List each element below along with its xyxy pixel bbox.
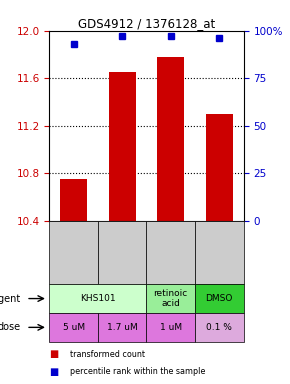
Bar bbox=[157, 57, 184, 221]
Text: 0.1 %: 0.1 % bbox=[206, 323, 232, 332]
Text: agent: agent bbox=[0, 293, 20, 304]
Text: percentile rank within the sample: percentile rank within the sample bbox=[70, 367, 205, 376]
Text: ■: ■ bbox=[49, 349, 59, 359]
Text: 1 uM: 1 uM bbox=[160, 323, 182, 332]
Text: KHS101: KHS101 bbox=[80, 294, 116, 303]
Title: GDS4912 / 1376128_at: GDS4912 / 1376128_at bbox=[78, 17, 215, 30]
Text: DMSO: DMSO bbox=[206, 294, 233, 303]
Bar bbox=[60, 179, 87, 221]
Text: transformed count: transformed count bbox=[70, 349, 145, 359]
Text: retinoic
acid: retinoic acid bbox=[154, 289, 188, 308]
Bar bbox=[206, 114, 233, 221]
Text: 5 uM: 5 uM bbox=[63, 323, 85, 332]
Text: 1.7 uM: 1.7 uM bbox=[107, 323, 137, 332]
Text: ■: ■ bbox=[49, 367, 59, 377]
Bar bbox=[109, 72, 135, 221]
Text: dose: dose bbox=[0, 322, 20, 333]
